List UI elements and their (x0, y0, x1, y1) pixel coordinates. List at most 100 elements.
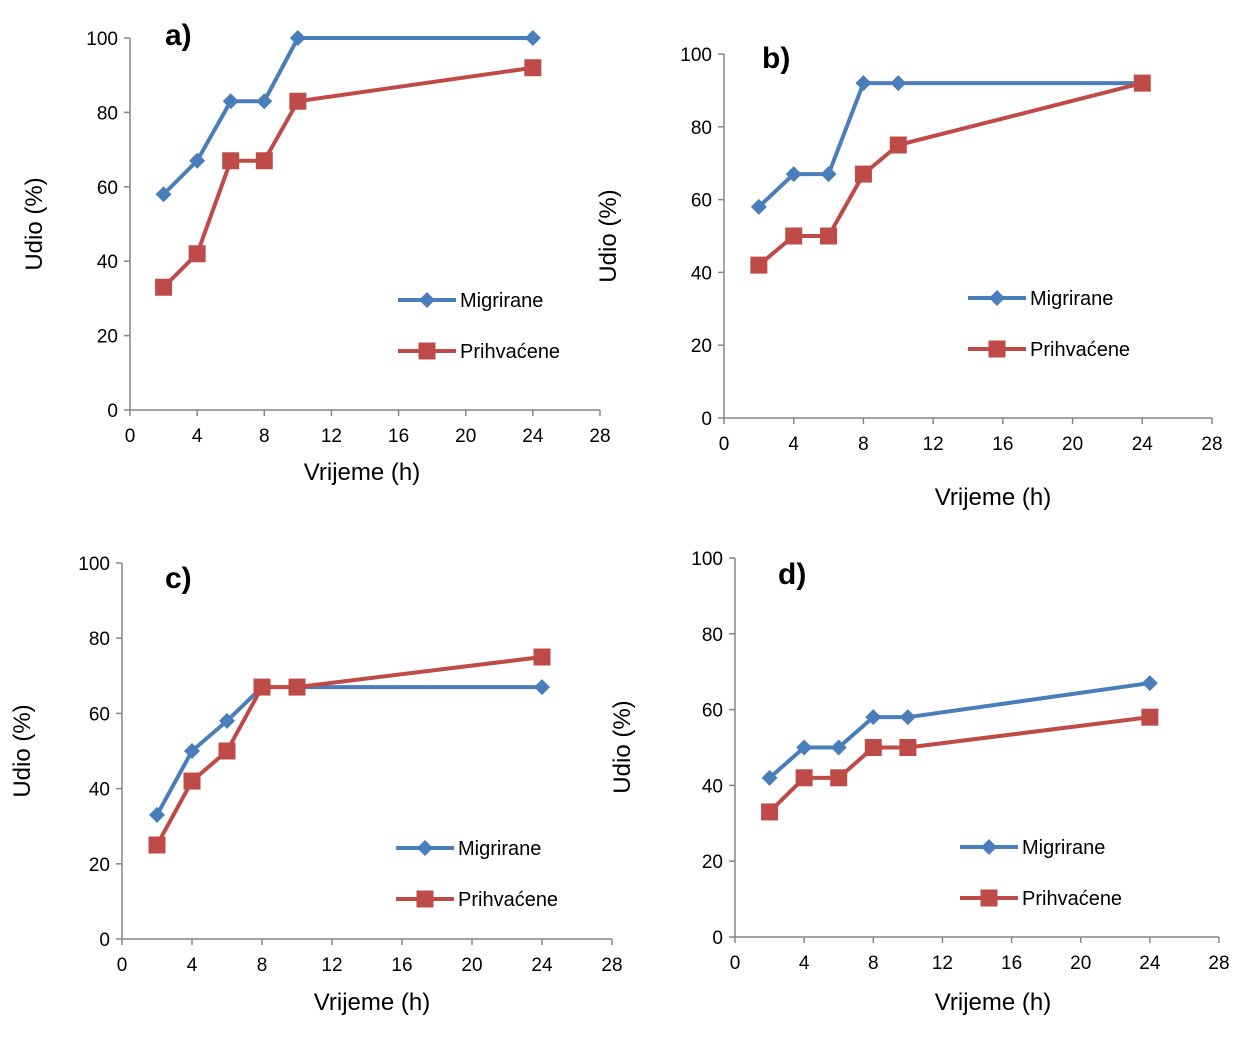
data-point-prihvaćene (533, 648, 551, 666)
data-point-migrirane (184, 743, 200, 759)
x-tick-label: 0 (730, 953, 741, 974)
y-tick-label: 0 (712, 928, 723, 949)
data-point-prihvaćene (155, 278, 173, 296)
x-axis-title: Vrijeme (h) (314, 989, 430, 1016)
x-tick-label: 0 (125, 426, 136, 447)
y-tick-label: 100 (691, 549, 723, 570)
y-axis-title: Udio (%) (9, 704, 36, 797)
data-point-prihvaćene (750, 256, 768, 274)
x-tick-label: 20 (455, 426, 476, 447)
data-point-prihvaćene (899, 739, 917, 756)
data-point-migrirane (219, 712, 235, 729)
data-point-prihvaćene (761, 803, 779, 821)
x-tick-label: 12 (321, 955, 342, 976)
y-tick-label: 60 (89, 704, 110, 725)
panel-label: a) (165, 19, 192, 52)
data-point-prihvaćene (795, 769, 813, 787)
data-point-migrirane (155, 186, 172, 203)
legend-marker-prihvaćene (416, 890, 434, 908)
x-tick-label: 28 (601, 955, 622, 976)
data-point-prihvaćene (255, 152, 273, 170)
legend-marker-migrirane (989, 290, 1005, 306)
data-point-prihvaćene (188, 245, 206, 263)
y-tick-label: 0 (107, 401, 118, 422)
x-axis-title: Vrijeme (h) (935, 484, 1051, 511)
legend-label-prihvaćene: Prihvaćene (1022, 888, 1122, 910)
y-tick-label: 20 (691, 336, 712, 357)
data-point-prihvaćene (148, 836, 166, 854)
legend-marker-migrirane (981, 839, 997, 855)
x-tick-label: 16 (992, 434, 1013, 455)
x-tick-label: 28 (1208, 953, 1229, 974)
legend-label-migrirane: Migrirane (1022, 837, 1105, 859)
y-tick-label: 100 (86, 29, 118, 50)
y-tick-label: 80 (89, 629, 110, 650)
x-tick-label: 16 (388, 426, 409, 447)
y-axis-title: Udio (%) (609, 700, 636, 793)
data-point-migrirane (189, 152, 206, 169)
legend-marker-migrirane (417, 840, 433, 856)
series-line-migrirane (757, 81, 1143, 209)
y-tick-label: 20 (702, 852, 723, 873)
y-tick-label: 80 (97, 103, 118, 124)
data-point-migrirane (1141, 675, 1158, 692)
data-point-migrirane (830, 739, 847, 756)
legend-label-prihvaćene: Prihvaćene (1030, 339, 1130, 361)
series-line-prihvaćene (162, 65, 534, 289)
x-tick-label: 20 (461, 955, 482, 976)
data-point-migrirane (256, 93, 273, 110)
legend-label-migrirane: Migrirane (1030, 288, 1113, 310)
data-point-prihvaćene (222, 152, 240, 170)
data-point-prihvaćene (288, 678, 306, 696)
data-point-migrirane (796, 739, 813, 756)
panel-label: c) (165, 562, 192, 595)
x-tick-label: 8 (868, 953, 879, 974)
chart-panel-d: 0 20 40 60 80 100 0 4 8 12 16 20 24 28 Vrijeme (h) Udio… (609, 549, 1230, 1016)
x-tick-label: 4 (192, 426, 203, 447)
data-point-migrirane (785, 166, 802, 183)
x-tick-label: 0 (719, 434, 730, 455)
data-point-migrirane (524, 30, 541, 46)
y-axis-title: Udio (%) (21, 177, 48, 270)
data-point-prihvaćene (889, 136, 907, 154)
y-tick-label: 60 (702, 701, 723, 722)
data-point-migrirane (899, 709, 916, 726)
data-point-migrirane (534, 679, 550, 696)
legend-label-migrirane: Migrirane (460, 290, 543, 312)
legend-marker-migrirane (419, 292, 435, 308)
data-point-prihvaćene (830, 769, 848, 787)
data-point-prihvaćene (183, 772, 201, 790)
y-tick-label: 100 (680, 45, 712, 66)
x-tick-label: 12 (321, 426, 342, 447)
data-point-prihvaćene (289, 92, 307, 110)
y-tick-label: 60 (97, 178, 118, 199)
data-point-migrirane (149, 806, 165, 823)
x-tick-label: 24 (531, 955, 553, 976)
y-axis-title: Udio (%) (595, 189, 622, 282)
data-point-prihvaćene (1141, 708, 1159, 726)
data-point-migrirane (750, 198, 767, 215)
y-tick-label: 60 (691, 191, 712, 212)
x-tick-label: 20 (1062, 434, 1083, 455)
x-axis-title: Vrijeme (h) (935, 989, 1051, 1016)
series-line-migrirane (768, 681, 1151, 780)
x-tick-label: 12 (932, 953, 953, 974)
panel-label: b) (762, 42, 790, 75)
y-tick-label: 20 (89, 855, 110, 876)
data-point-migrirane (865, 709, 882, 726)
x-tick-label: 4 (788, 434, 799, 455)
y-tick-label: 100 (78, 554, 110, 575)
data-point-prihvaćene (785, 227, 803, 245)
series-line-prihvaćene (768, 715, 1151, 814)
data-point-migrirane (890, 75, 907, 92)
x-tick-label: 28 (1201, 434, 1222, 455)
legend-marker-prihvaćene (980, 889, 998, 907)
x-tick-label: 24 (1132, 434, 1154, 455)
data-point-migrirane (855, 75, 872, 92)
series-line-migrirane (155, 685, 542, 816)
data-point-prihvaćene (820, 227, 838, 245)
data-point-migrirane (820, 166, 837, 183)
data-point-prihvaćene (218, 742, 236, 760)
x-tick-label: 8 (259, 426, 270, 447)
x-tick-label: 8 (257, 955, 268, 976)
